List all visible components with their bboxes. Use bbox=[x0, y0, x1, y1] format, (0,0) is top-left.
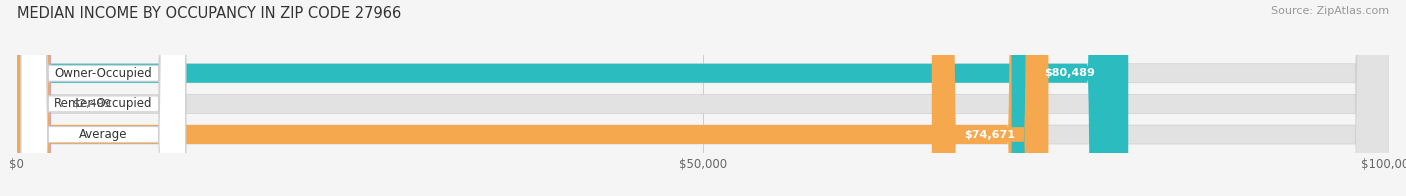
Text: Source: ZipAtlas.com: Source: ZipAtlas.com bbox=[1271, 6, 1389, 16]
FancyBboxPatch shape bbox=[21, 0, 186, 196]
FancyBboxPatch shape bbox=[17, 0, 1389, 196]
FancyBboxPatch shape bbox=[21, 0, 186, 196]
FancyBboxPatch shape bbox=[21, 0, 186, 196]
FancyBboxPatch shape bbox=[1011, 0, 1128, 196]
Text: MEDIAN INCOME BY OCCUPANCY IN ZIP CODE 27966: MEDIAN INCOME BY OCCUPANCY IN ZIP CODE 2… bbox=[17, 6, 401, 21]
FancyBboxPatch shape bbox=[17, 0, 1042, 196]
Text: Average: Average bbox=[79, 128, 128, 141]
Text: Renter-Occupied: Renter-Occupied bbox=[53, 97, 153, 110]
FancyBboxPatch shape bbox=[17, 0, 1389, 196]
FancyBboxPatch shape bbox=[17, 0, 51, 196]
Text: $74,671: $74,671 bbox=[965, 130, 1015, 140]
Text: $2,499: $2,499 bbox=[72, 99, 111, 109]
FancyBboxPatch shape bbox=[17, 0, 1389, 196]
FancyBboxPatch shape bbox=[932, 0, 1049, 196]
Text: $80,489: $80,489 bbox=[1045, 68, 1095, 78]
FancyBboxPatch shape bbox=[17, 0, 1122, 196]
Text: Owner-Occupied: Owner-Occupied bbox=[55, 67, 152, 80]
